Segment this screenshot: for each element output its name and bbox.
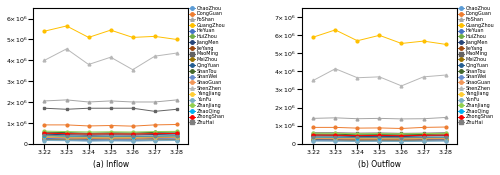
Legend: ChaoZhou, DongGuan, FoShan, GuangZhou, HeYuan, HuiZhou, JiangMen, JieYang, MaoMi: ChaoZhou, DongGuan, FoShan, GuangZhou, H… bbox=[458, 6, 494, 125]
X-axis label: (a) Inflow: (a) Inflow bbox=[92, 160, 128, 169]
X-axis label: (b) Outflow: (b) Outflow bbox=[358, 160, 401, 169]
Legend: ChaoZhou, DongGuan, FoShan, GuangZhou, HeYuan, HuiZhou, JiangMen, JieYang, MaoMi: ChaoZhou, DongGuan, FoShan, GuangZhou, H… bbox=[190, 6, 226, 125]
